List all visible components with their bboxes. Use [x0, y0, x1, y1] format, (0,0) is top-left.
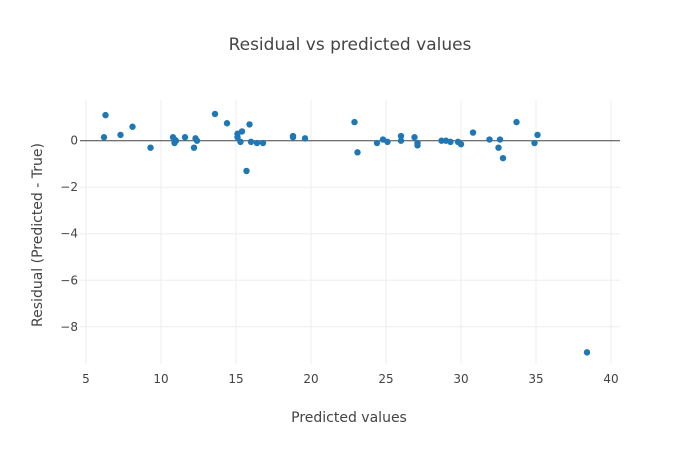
data-point: [301, 135, 309, 142]
data-point: [411, 134, 418, 141]
data-point: [457, 140, 465, 148]
data-point: [223, 120, 231, 127]
data-point: [190, 144, 198, 151]
data-point: [414, 142, 421, 149]
x-tick-label: 30: [453, 372, 468, 386]
y-tick-label: −8: [60, 320, 78, 334]
data-point: [384, 138, 391, 146]
data-point: [397, 132, 405, 140]
data-point: [246, 121, 253, 128]
data-point: [351, 118, 358, 126]
y-tick-label: −4: [60, 227, 78, 241]
data-point: [438, 137, 445, 144]
data-point: [100, 134, 108, 141]
y-axis-title: Residual (Predicted - True): [30, 143, 46, 327]
data-point: [534, 131, 541, 139]
data-point: [253, 139, 261, 147]
data-point: [211, 110, 219, 118]
chart-title: Residual vs predicted values: [229, 35, 472, 55]
y-tick-label: 0: [70, 134, 78, 148]
y-tick-labels: 0 −2 −4 −6 −8: [60, 134, 78, 334]
data-point: [469, 129, 477, 136]
data-point: [259, 139, 267, 147]
x-tick-label: 15: [228, 372, 243, 386]
data-point: [181, 134, 189, 141]
data-point: [289, 132, 297, 140]
data-point: [513, 118, 520, 126]
data-point: [237, 138, 244, 146]
data-point: [243, 167, 250, 175]
data-point: [147, 144, 154, 151]
data-points: [100, 110, 591, 356]
data-point: [172, 137, 180, 144]
data-point: [486, 136, 493, 143]
data-point: [129, 123, 136, 130]
x-tick-label: 5: [82, 372, 90, 386]
y-tick-label: −6: [60, 273, 78, 287]
data-point: [117, 131, 124, 139]
data-point: [496, 136, 504, 143]
y-tick-label: −2: [60, 180, 78, 194]
data-point: [583, 349, 591, 356]
data-point: [373, 139, 381, 147]
data-point: [531, 139, 538, 147]
data-point: [397, 137, 405, 144]
data-point: [495, 144, 502, 151]
x-tick-label: 10: [153, 372, 168, 386]
data-point: [102, 111, 109, 119]
data-point: [193, 137, 201, 144]
data-point: [447, 138, 454, 146]
x-tick-label: 40: [603, 372, 618, 386]
x-tick-label: 25: [378, 372, 393, 386]
x-tick-label: 35: [528, 372, 543, 386]
data-point: [238, 128, 246, 135]
x-tick-label: 20: [303, 372, 318, 386]
data-point: [499, 154, 507, 162]
x-axis-title: Predicted values: [291, 410, 407, 426]
x-tick-labels: 5 10 15 20 25 30 35 40: [82, 372, 618, 386]
data-point: [247, 138, 255, 146]
data-point: [354, 149, 361, 156]
